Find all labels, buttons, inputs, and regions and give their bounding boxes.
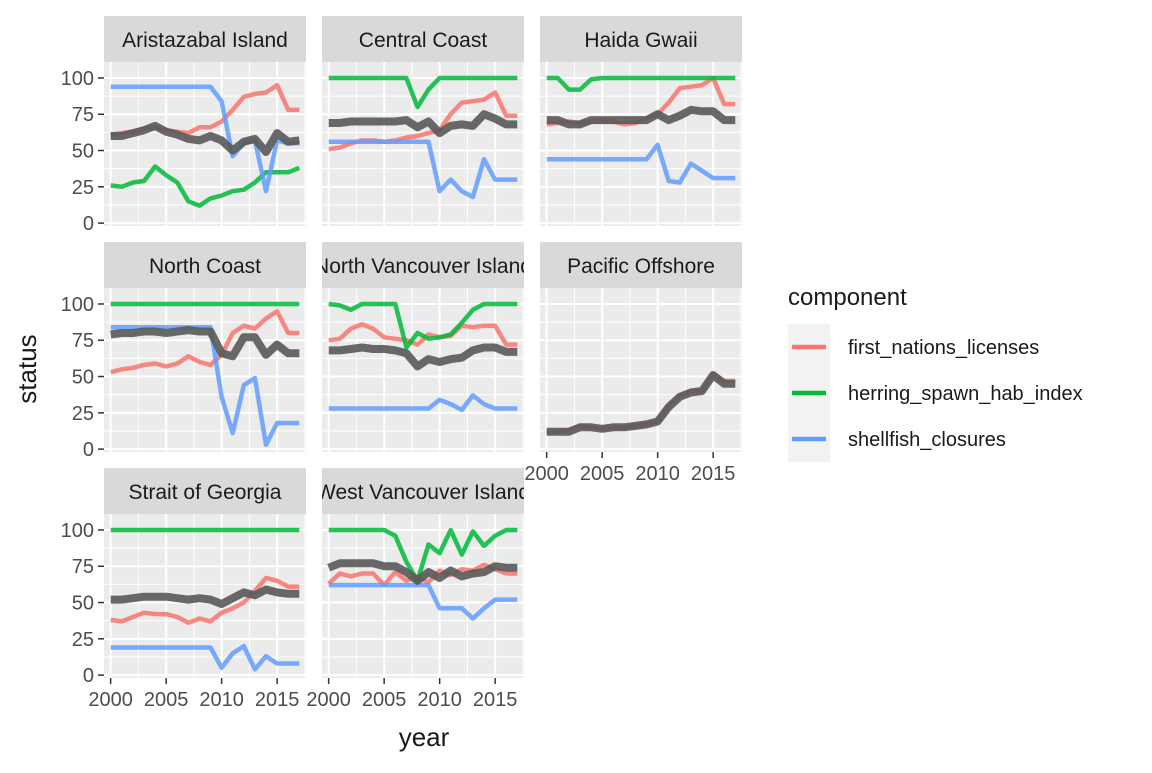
- facet-strip-label: Pacific Offshore: [567, 255, 715, 278]
- facet-strip-label: North Coast: [149, 255, 261, 278]
- series-line-herring-spawn-hab-index: [328, 301, 518, 350]
- series-line-shellfish-closures: [110, 643, 300, 672]
- panel-haida-gwaii: Haida Gwaii: [540, 16, 742, 226]
- y-tick-label: 100: [61, 294, 94, 316]
- y-tick-label: 50: [72, 141, 94, 163]
- series-line-shellfish-closures: [328, 139, 518, 200]
- facet-strip: [104, 242, 306, 288]
- x-tick-label: 2015: [255, 689, 300, 711]
- facet-strip-label: Haida Gwaii: [584, 29, 697, 52]
- series-line-overall: [327, 559, 518, 585]
- y-tick-label: 75: [72, 330, 94, 352]
- y-tick-label: 25: [72, 629, 94, 651]
- x-tick-label: 2010: [635, 463, 680, 485]
- x-tick-label: 2000: [524, 463, 569, 485]
- series-line-herring-spawn-hab-index: [328, 75, 518, 110]
- facet-strip: [540, 16, 742, 62]
- series-line-first-nations-licenses: [110, 575, 300, 626]
- facet-strip: [322, 468, 524, 514]
- x-axis-title: year: [399, 722, 450, 752]
- series-line-overall: [110, 585, 300, 608]
- facet-strip: [540, 242, 742, 288]
- y-tick-label: 50: [72, 367, 94, 389]
- y-tick-label: 0: [83, 213, 94, 235]
- series-line-herring-spawn-hab-index: [328, 527, 518, 584]
- x-tick-label: 2000: [306, 689, 351, 711]
- series-line-overall: [110, 326, 300, 361]
- legend-label: first_nations_licenses: [848, 337, 1039, 359]
- series-line-herring-spawn-hab-index: [546, 75, 736, 92]
- y-axis-title: status: [12, 334, 42, 403]
- facet-strip-label: West Vancouver Island: [316, 481, 530, 504]
- series-line-overall: [328, 343, 518, 371]
- series-line-overall: [546, 371, 736, 436]
- series-line-overall: [328, 110, 518, 138]
- panel-aristazabal-island: Aristazabal Island 0 25 50 75 100: [61, 16, 306, 235]
- series-line-shellfish-closures: [110, 84, 300, 194]
- y-tick-label: 0: [83, 439, 94, 461]
- series-line-first-nations-licenses: [110, 308, 300, 375]
- panel-west-vancouver-island: West Vancouver Island 2000 2005 2010 2015: [306, 468, 530, 711]
- facet-strip: [104, 468, 306, 514]
- legend-label: herring_spawn_hab_index: [848, 383, 1083, 405]
- facet-strip: [322, 16, 524, 62]
- x-tick-label: 2005: [580, 463, 625, 485]
- series-line-shellfish-closures: [328, 582, 518, 621]
- facet-strip-label: Central Coast: [359, 29, 488, 52]
- x-tick-label: 2015: [473, 689, 518, 711]
- facet-strip-label: Strait of Georgia: [129, 481, 282, 504]
- y-tick-label: 75: [72, 104, 94, 126]
- facet-strip-label: North Vancouver Island: [314, 255, 532, 278]
- panel-background: [322, 288, 524, 452]
- panel-north-coast: North Coast 0 25 50 75 100: [61, 242, 306, 461]
- panel-central-coast: Central Coast: [322, 16, 524, 226]
- y-tick-label: 100: [61, 68, 94, 90]
- series-line-shellfish-closures: [328, 393, 518, 413]
- facet-strip: [322, 242, 524, 288]
- x-tick-label: 2015: [691, 463, 736, 485]
- y-tick-label: 75: [72, 556, 94, 578]
- y-tick-label: 0: [83, 665, 94, 687]
- legend: component first_nations_licenses herring_…: [788, 284, 1083, 462]
- y-tick-label: 25: [72, 177, 94, 199]
- facet-panels: Aristazabal Island 0 25 50 75 100 Central Coas…: [61, 16, 742, 711]
- y-tick-label: 50: [72, 593, 94, 615]
- facet-strip: [104, 16, 306, 62]
- x-tick-label: 2010: [199, 689, 244, 711]
- y-tick-label: 25: [72, 403, 94, 425]
- x-tick-label: 2000: [88, 689, 133, 711]
- series-line-overall: [546, 105, 736, 129]
- panel-north-vancouver-island: North Vancouver Island: [314, 242, 532, 452]
- series-line-first-nations-licenses: [328, 322, 518, 347]
- panel-background: [540, 62, 742, 226]
- series-line-shellfish-closures: [546, 142, 736, 185]
- facet-strip-label: Aristazabal Island: [122, 29, 288, 52]
- legend-label: shellfish_closures: [848, 429, 1006, 451]
- x-tick-label: 2010: [417, 689, 462, 711]
- panel-strait-of-georgia: Strait of Georgia 0 25 50 75 100 2000 2005 2010 2…: [61, 468, 306, 711]
- x-tick-label: 2005: [362, 689, 407, 711]
- series-line-shellfish-closures: [110, 324, 300, 447]
- legend-keys: first_nations_licenses herring_spawn_hab_…: [788, 324, 1083, 462]
- legend-title: component: [788, 284, 907, 311]
- series-line-overall: [110, 121, 300, 156]
- x-tick-label: 2005: [144, 689, 189, 711]
- panel-pacific-offshore: Pacific Offshore 2000 2005 2010 2015: [524, 242, 742, 485]
- y-tick-label: 100: [61, 520, 94, 542]
